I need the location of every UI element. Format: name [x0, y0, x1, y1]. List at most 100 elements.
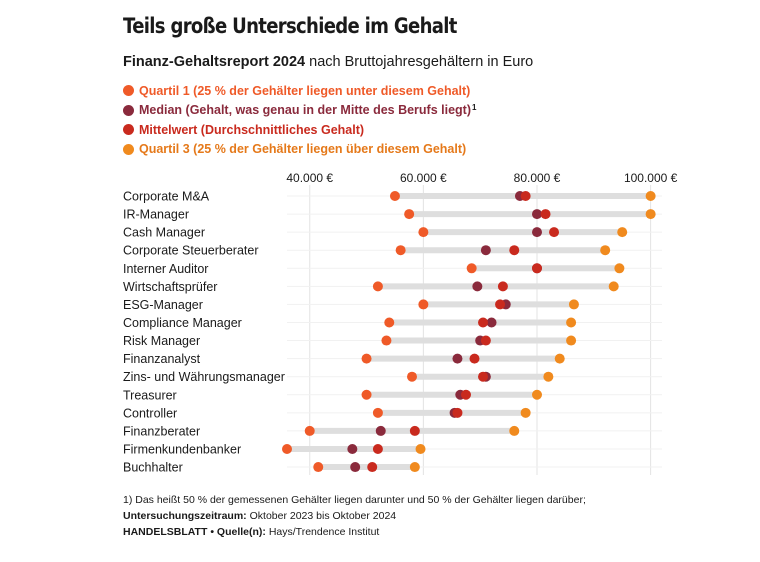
dot-quartil-1	[304, 425, 315, 436]
legend-dot-median	[123, 104, 134, 116]
dot-quartil-3	[614, 263, 625, 274]
dot-quartil-1	[404, 209, 415, 220]
publisher: HANDELSBLATT	[123, 526, 208, 538]
dot-mittelwert	[469, 353, 480, 364]
dot-quartil-1	[372, 281, 383, 292]
legend-label-quartil-1: Quartil 1 (25 % der Gehälter liegen unte…	[139, 83, 471, 98]
dot-quartil-3	[568, 299, 579, 310]
dot-median	[532, 227, 542, 238]
dot-mittelwert	[452, 407, 463, 418]
category-label: IR-Manager	[123, 208, 189, 222]
survey-period: Untersuchungszeitraum: Oktober 2023 bis …	[123, 508, 586, 524]
dot-mittelwert	[532, 263, 542, 274]
source-line: HANDELSBLATT • Quelle(n): Hays/Trendence…	[123, 526, 379, 538]
legend: Quartil 1 (25 % der Gehälter liegen unte…	[123, 81, 476, 159]
legend-item-mittelwert: Mittelwert (Durchschnittliches Gehalt)	[123, 120, 476, 140]
chart-subtitle: Finanz-Gehaltsreport 2024 nach Bruttojah…	[123, 54, 533, 70]
dot-median	[452, 353, 463, 364]
x-tick-label: 60.000 €	[400, 171, 447, 185]
dot-mittelwert	[520, 191, 531, 201]
x-tick-label: 80.000 €	[514, 171, 561, 185]
category-label: Interner Auditor	[123, 262, 208, 276]
dot-quartil-1	[384, 317, 395, 328]
source-value: Hays/Trendence Institut	[268, 526, 380, 538]
legend-dot-quartil-3	[123, 143, 134, 155]
category-label: Cash Manager	[123, 226, 205, 240]
dot-quartil-1	[418, 227, 429, 238]
dot-quartil-1	[395, 245, 406, 256]
dot-quartil-1	[466, 263, 477, 274]
dot-mittelwert	[460, 389, 471, 400]
legend-label-median: Median (Gehalt, was genau in der Mitte d…	[139, 103, 472, 118]
dot-quartil-1	[313, 462, 324, 473]
dot-median	[375, 425, 386, 436]
x-tick-label: 40.000 €	[286, 171, 333, 185]
dot-mittelwert	[480, 335, 491, 346]
category-label: Risk Manager	[123, 334, 200, 348]
dot-quartil-1	[407, 371, 417, 382]
dot-quartil-3	[608, 281, 619, 292]
dot-mittelwert	[509, 245, 520, 256]
legend-label-quartil-3: Quartil 3 (25 % der Gehälter liegen über…	[139, 142, 467, 157]
dot-median	[532, 209, 542, 220]
legend-item-median: Median (Gehalt, was genau in der Mitte d…	[123, 101, 476, 121]
category-label: Compliance Manager	[123, 316, 242, 330]
dot-quartil-3	[566, 335, 577, 346]
dot-median	[472, 281, 483, 292]
dot-mittelwert	[478, 317, 489, 328]
legend-item-quartil-3: Quartil 3 (25 % der Gehälter liegen über…	[123, 140, 476, 160]
dot-mittelwert	[540, 209, 551, 220]
footnote-text: 1) Das heißt 50 % der gemessenen Gehälte…	[123, 494, 586, 506]
dot-quartil-3	[509, 425, 520, 436]
category-label: ESG-Manager	[123, 298, 203, 312]
dot-mittelwert	[372, 443, 383, 454]
chart-title: Teils große Unterschiede im Gehalt	[123, 14, 457, 38]
dot-quartil-1	[418, 299, 429, 310]
dot-mittelwert	[495, 299, 506, 310]
legend-item-quartil-1: Quartil 1 (25 % der Gehälter liegen unte…	[123, 81, 476, 101]
category-label: Controller	[123, 406, 177, 420]
dot-quartil-1	[361, 353, 372, 364]
dot-mittelwert	[478, 371, 489, 382]
dot-median	[486, 317, 497, 328]
dot-range-chart: 40.000 € 60.000 € 80.000 € 100.000 € Corpora…	[123, 171, 678, 475]
category-label: Zins- und Währungsmanager	[123, 370, 285, 384]
category-label: Finanzanalyst	[123, 352, 201, 366]
dot-quartil-3	[532, 389, 542, 400]
dot-quartil-3	[554, 353, 565, 364]
legend-dot-mittelwert	[123, 124, 134, 136]
dot-median	[480, 245, 491, 256]
dot-quartil-3	[415, 443, 426, 454]
dot-quartil-3	[566, 317, 577, 328]
survey-period-label: Untersuchungszeitraum:	[123, 510, 247, 522]
dot-quartil-1	[381, 335, 392, 346]
legend-dot-quartil-1	[123, 85, 134, 97]
dot-quartil-3	[645, 209, 656, 220]
subtitle-rest: nach Bruttojahresgehältern in Euro	[309, 54, 534, 70]
dot-quartil-1	[282, 443, 292, 454]
dot-quartil-3	[409, 462, 420, 473]
dot-quartil-3	[600, 245, 611, 256]
legend-label-mittelwert: Mittelwert (Durchschnittliches Gehalt)	[139, 122, 365, 137]
category-label: Wirtschaftsprüfer	[123, 280, 217, 294]
legend-footnote-marker: 1	[472, 102, 477, 112]
dot-quartil-3	[520, 407, 531, 418]
source-label: • Quelle(n):	[210, 526, 266, 538]
dot-quartil-1	[389, 191, 400, 201]
dot-quartil-3	[645, 191, 656, 201]
dot-mittelwert	[497, 281, 508, 292]
dot-mittelwert	[409, 425, 420, 436]
x-tick-label: 100.000 €	[624, 171, 678, 185]
category-label: Treasurer	[123, 388, 177, 402]
dot-median	[350, 462, 361, 473]
category-label: Buchhalter	[123, 461, 183, 475]
footnote: 1) Das heißt 50 % der gemessenen Gehälte…	[123, 492, 586, 524]
dot-median	[347, 443, 358, 454]
dot-mittelwert	[367, 462, 378, 473]
dot-quartil-1	[372, 407, 383, 418]
subtitle-bold: Finanz-Gehaltsreport 2024	[123, 54, 306, 70]
category-label: Finanzberater	[123, 424, 200, 438]
dot-quartil-3	[617, 227, 628, 238]
dot-quartil-1	[361, 389, 372, 400]
category-label: Corporate Steuerberater	[123, 244, 259, 258]
